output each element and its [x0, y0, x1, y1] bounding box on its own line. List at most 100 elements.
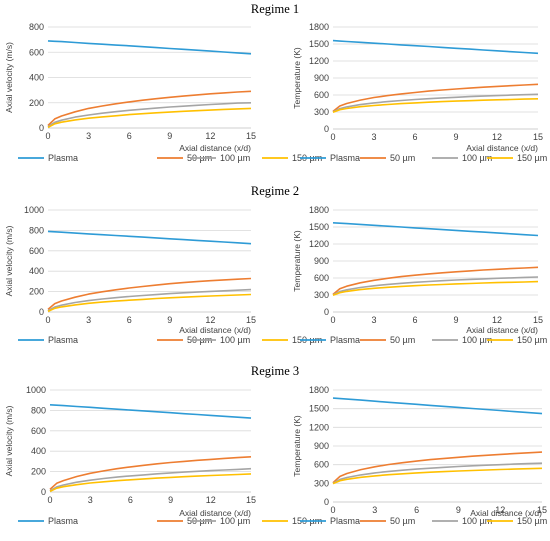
y-tick-label: 300: [314, 107, 329, 117]
x-tick-label: 3: [86, 131, 91, 141]
y-tick-label: 1800: [309, 205, 329, 215]
series-line-3: [332, 462, 543, 484]
x-tick-label: 12: [206, 495, 216, 505]
series-line-2: [47, 90, 252, 127]
regime-1-title: Regime 1: [251, 2, 299, 16]
y-axis-label: Axial velocity (m/s): [4, 225, 14, 296]
x-axis-label: Axial distance (x/d): [179, 143, 251, 153]
legend: Plasma 50 µm 100 µm 150 µm: [300, 516, 547, 526]
x-tick-label: 9: [168, 495, 173, 505]
legend-label: Plasma: [330, 516, 360, 526]
legend-label: Plasma: [330, 153, 360, 163]
series-line-1: [47, 40, 252, 55]
y-tick-label: 900: [314, 256, 329, 266]
x-tick-label: 12: [492, 315, 502, 325]
x-tick-label: 0: [330, 505, 335, 515]
x-tick-label: 0: [45, 131, 50, 141]
y-tick-label: 1500: [309, 39, 329, 49]
chart-panel-1: 0 200 400 600 800 0 3 6 9 12 15 Axial distance (x/d…: [4, 22, 322, 163]
y-tick-label: 1000: [24, 205, 44, 215]
legend-label: Plasma: [330, 335, 360, 345]
series-line-4: [47, 293, 252, 313]
x-tick-label: 9: [453, 315, 458, 325]
series-line-2: [47, 277, 252, 311]
x-tick-label: 9: [167, 315, 172, 325]
y-tick-label: 1200: [309, 56, 329, 66]
y-tick-label: 1800: [309, 22, 329, 32]
x-tick-label: 9: [456, 505, 461, 515]
x-tick-label: 15: [246, 495, 256, 505]
x-tick-label: 0: [47, 495, 52, 505]
y-axis-label: Axial velocity (m/s): [4, 42, 14, 113]
y-tick-label: 0: [39, 307, 44, 317]
legend-label: 100 µm: [462, 335, 492, 345]
y-tick-label: 1200: [309, 239, 329, 249]
series-line-2: [332, 83, 539, 113]
legend: Plasma 50 µm 100 µm 150 µm: [18, 516, 322, 526]
legend-label: 50 µm: [390, 516, 415, 526]
y-tick-label: 800: [29, 225, 44, 235]
y-axis-label: Temperature (K): [292, 47, 302, 109]
y-tick-label: 0: [39, 123, 44, 133]
x-tick-label: 6: [127, 315, 132, 325]
legend-label: 50 µm: [390, 153, 415, 163]
legend-label: Plasma: [48, 335, 78, 345]
y-tick-label: 600: [314, 460, 329, 470]
x-tick-label: 12: [205, 131, 215, 141]
y-tick-label: 1200: [309, 422, 329, 432]
x-tick-label: 15: [246, 131, 256, 141]
regime-3-title: Regime 3: [251, 364, 299, 378]
x-tick-label: 15: [537, 505, 547, 515]
y-tick-label: 0: [41, 487, 46, 497]
x-tick-label: 3: [88, 495, 93, 505]
y-tick-label: 0: [324, 124, 329, 134]
x-axis-label: Axial distance (x/d): [466, 143, 538, 153]
x-tick-label: 6: [412, 132, 417, 142]
x-tick-label: 15: [533, 132, 543, 142]
x-tick-label: 6: [412, 315, 417, 325]
y-tick-label: 0: [324, 497, 329, 507]
series-line-1: [332, 39, 539, 55]
y-tick-label: 1800: [309, 385, 329, 395]
y-axis-label: Temperature (K): [292, 415, 302, 477]
y-tick-label: 800: [29, 22, 44, 32]
x-tick-label: 3: [372, 505, 377, 515]
series-line-2: [332, 266, 539, 296]
x-tick-label: 0: [45, 315, 50, 325]
series-line-3: [47, 288, 252, 312]
y-tick-label: 600: [314, 273, 329, 283]
x-tick-label: 12: [492, 132, 502, 142]
x-axis-label: Axial distance (x/d): [179, 325, 251, 335]
series-line-3: [332, 93, 539, 113]
series-line-3: [47, 102, 252, 128]
x-tick-label: 9: [453, 132, 458, 142]
x-tick-label: 3: [86, 315, 91, 325]
y-tick-label: 300: [314, 478, 329, 488]
legend-label: 100 µm: [220, 335, 250, 345]
legend-label: 100 µm: [462, 516, 492, 526]
x-tick-label: 9: [167, 131, 172, 141]
y-tick-label: 900: [314, 73, 329, 83]
y-tick-label: 0: [324, 307, 329, 317]
series-line-1: [47, 230, 252, 245]
y-tick-label: 800: [31, 405, 46, 415]
x-tick-label: 15: [246, 315, 256, 325]
legend-label: 50 µm: [390, 335, 415, 345]
y-tick-label: 900: [314, 441, 329, 451]
series-line-1: [332, 397, 543, 415]
legend-label: Plasma: [48, 516, 78, 526]
legend: Plasma 50 µm 100 µm 150 µm: [18, 335, 322, 345]
x-axis-label: Axial distance (x/d): [466, 325, 538, 335]
y-tick-label: 400: [31, 446, 46, 456]
legend-label: 100 µm: [462, 153, 492, 163]
y-axis-label: Axial velocity (m/s): [4, 405, 14, 476]
y-tick-label: 400: [29, 73, 44, 83]
y-tick-label: 400: [29, 266, 44, 276]
chart-panel-5: 0 200 400 600 800 1000 0 3 6 9 12 15 Axial distance …: [4, 385, 322, 526]
x-axis-label: Axial distance (x/d): [179, 508, 251, 518]
